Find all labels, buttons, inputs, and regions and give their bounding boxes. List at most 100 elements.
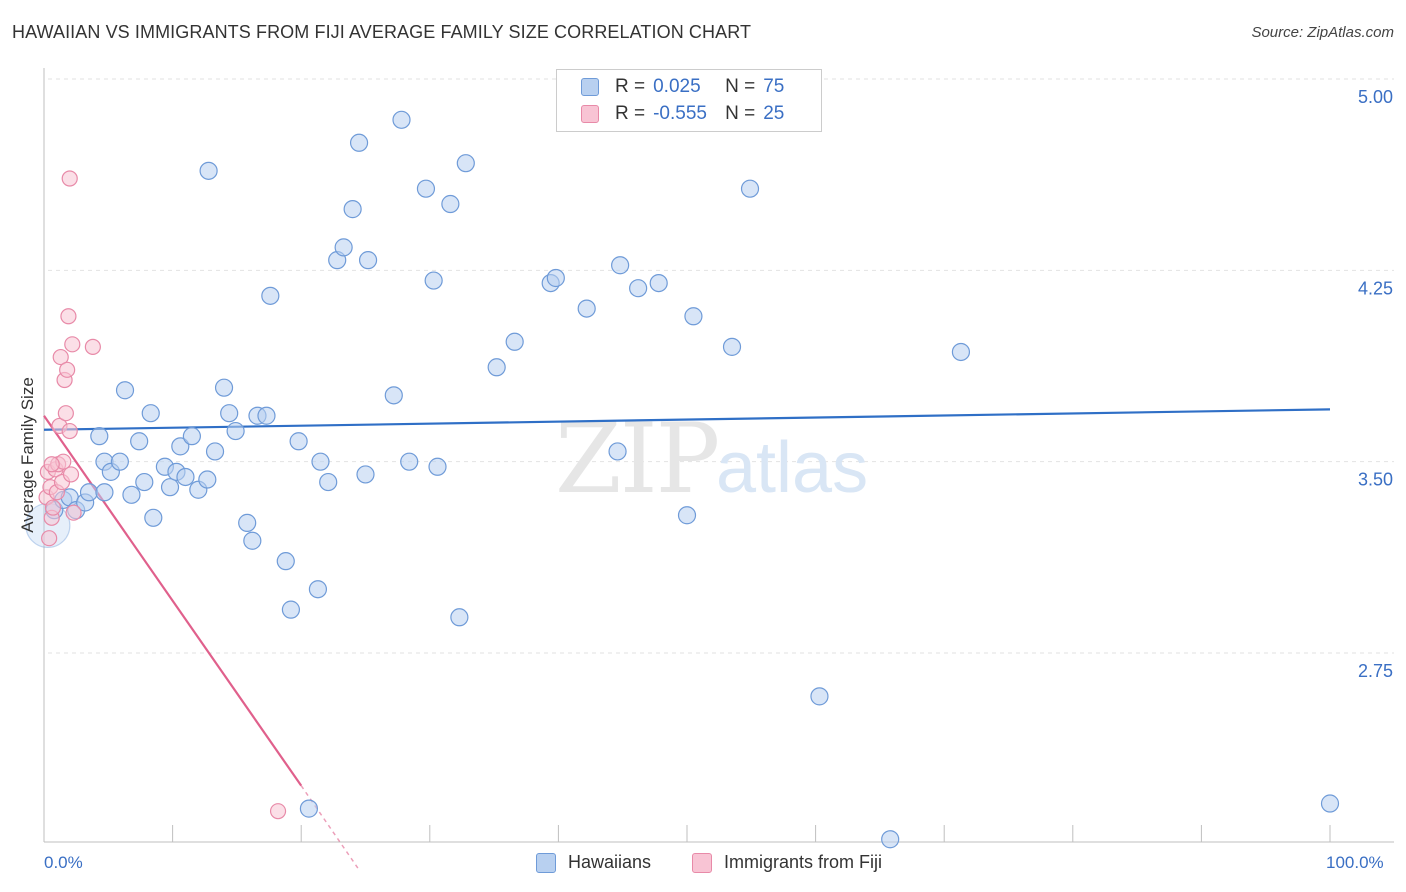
data-points [25,110,1340,849]
point-hawaiians [311,452,330,471]
grid-lines [48,78,1394,654]
point-fiji [64,336,81,353]
point-hawaiians [79,483,99,502]
point-hawaiians [243,531,262,550]
point-hawaiians [281,600,301,619]
point-hawaiians [141,404,160,423]
point-hawaiians [226,421,245,441]
point-hawaiians [384,386,403,405]
point-hawaiians [951,342,971,362]
point-hawaiians [110,452,129,471]
point-hawaiians [356,465,375,484]
bottom-legend-hawaiians: Hawaiians [536,852,651,873]
point-hawaiians [334,238,353,257]
point-fiji [60,308,77,325]
legend-r-label: R = [615,76,646,97]
legend-n-value: 75 [763,76,785,97]
legend-row-hawaiians: R = 0.025 N = 75 [581,76,784,98]
y-tick-labels: 2.75 3.50 4.25 5.00 [1358,87,1393,681]
axes [43,68,1394,843]
point-hawaiians [171,437,190,456]
point-fiji [65,504,82,521]
point-fiji [57,405,74,422]
point-fiji [269,803,287,820]
point-hawaiians [198,470,217,489]
point-hawaiians [276,552,295,571]
legend-n-label: N = [725,76,756,97]
point-fiji [61,170,78,187]
y-tick-label: 5.00 [1358,87,1393,107]
point-hawaiians [740,179,760,198]
bottom-legend-label: Hawaiians [568,852,652,872]
legend-r-value: 0.025 [653,76,701,97]
point-hawaiians [487,358,506,377]
point-hawaiians [214,378,234,397]
point-hawaiians [319,472,338,492]
point-hawaiians [684,307,703,326]
bottom-legend-label: Immigrants from Fiji [724,852,883,872]
point-hawaiians [176,467,195,487]
y-tick-label: 4.25 [1358,278,1393,298]
point-hawaiians [182,427,201,446]
chart-title: HAWAIIAN VS IMMIGRANTS FROM FIJI AVERAGE… [12,22,752,42]
point-hawaiians [722,337,742,356]
y-tick-label: 3.50 [1358,470,1393,490]
point-hawaiians [677,506,697,525]
point-hawaiians [629,279,648,298]
trend-line-fiji-extension [300,785,360,871]
bottom-legend-swatch-blue [536,852,556,873]
point-hawaiians [308,580,328,599]
point-hawaiians [456,154,475,173]
point-fiji [44,499,62,516]
point-hawaiians [416,179,436,198]
chart-source: Source: ZipAtlas.com [1251,24,1394,41]
point-hawaiians [160,478,180,497]
legend-r-label: R = [615,103,646,124]
point-hawaiians [90,427,109,446]
point-hawaiians [144,508,163,527]
point-fiji [41,530,58,547]
point-hawaiians [441,194,460,214]
point-hawaiians [546,268,565,288]
point-hawaiians [400,452,419,471]
bottom-legend-fiji: Immigrants from Fiji [692,852,882,873]
point-hawaiians [343,200,362,219]
point-fiji [43,456,60,473]
x-tick-label-max: 100.0% [1326,853,1384,872]
legend-r-value: -0.555 [653,103,707,124]
point-hawaiians [261,286,280,305]
trend-lines [43,408,1331,871]
point-hawaiians [611,256,630,275]
point-hawaiians [115,381,135,400]
y-tick-label: 2.75 [1358,661,1393,681]
point-hawaiians [881,830,900,849]
point-hawaiians [257,406,276,425]
legend-n-value: 25 [763,103,785,124]
point-fiji [52,348,69,366]
bottom-legend-swatch-pink [692,852,712,873]
point-hawaiians [349,133,369,152]
point-fiji [59,361,76,378]
legend-row-fiji: R = -0.555 N = 25 [581,103,784,125]
point-hawaiians [220,404,239,423]
point-hawaiians [810,687,829,706]
legend-box: R = 0.025 N = 75 R = -0.555 N = 25 [556,69,822,132]
trend-line-hawaiians [43,408,1331,431]
point-hawaiians [1320,794,1340,813]
point-hawaiians [577,299,596,318]
point-hawaiians [199,161,218,180]
legend-n-label: N = [725,103,756,124]
point-hawaiians [505,332,524,351]
watermark-atlas: atlas [716,428,868,508]
point-hawaiians [428,457,447,476]
point-hawaiians [424,271,443,290]
point-fiji [62,466,80,483]
point-hawaiians [135,472,154,492]
point-fiji [61,422,78,440]
trend-line-fiji [43,415,303,787]
point-hawaiians [358,251,378,270]
point-hawaiians [130,432,149,451]
point-hawaiians [122,485,141,504]
y-axis-label: Average Family Size [18,377,37,533]
